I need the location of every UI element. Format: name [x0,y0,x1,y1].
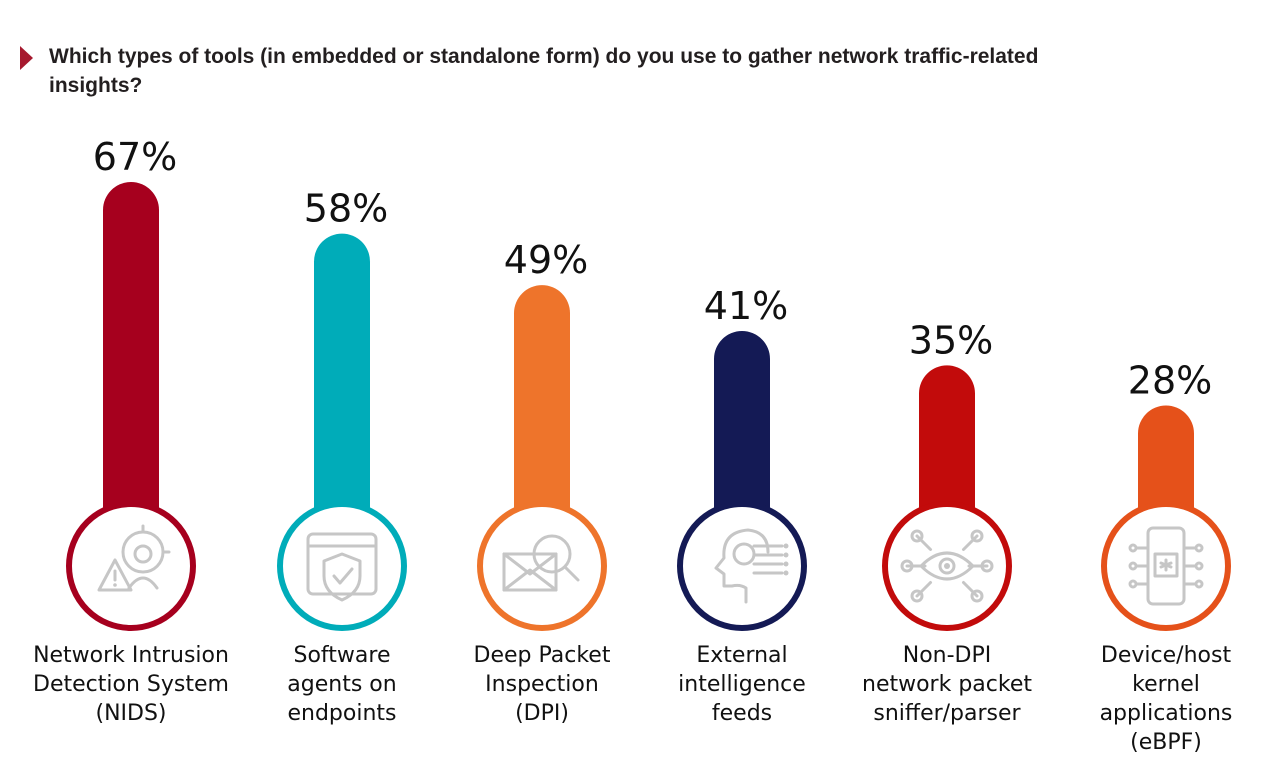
eye-network-icon [900,529,994,603]
category-label-1: Software agents on endpoints [287,643,396,726]
value-label-4: 35% [909,318,993,362]
category-label-3: External intelligence feeds [678,643,806,726]
chip-mobile-icon [1128,526,1204,606]
bar-2 [514,285,570,566]
bar-1 [314,233,370,566]
chart-title: Which types of tools (in embedded or sta… [49,45,1039,97]
value-label-1: 58% [304,187,388,231]
value-label-5: 28% [1128,359,1212,403]
category-label-5: Device/host kernel applications (eBPF) [1100,643,1233,755]
shield-check-icon [306,532,378,602]
category-label-0: Network Intrusion Detection System (NIDS) [33,643,229,726]
intrusion-warning-icon [97,524,171,592]
category-label-4: Non-DPI network packet sniffer/parser [862,643,1032,726]
value-label-2: 49% [504,238,588,282]
bar-0 [103,182,159,566]
chart-title-block: Which types of tools (in embedded or sta… [20,42,1080,100]
bar-ring-1 [277,501,407,631]
title-marker-icon [20,46,33,70]
category-label-2: Deep Packet Inspection (DPI) [474,643,611,726]
head-circuit-icon [714,528,789,604]
bar-ring-0 [66,501,196,631]
value-label-3: 41% [704,284,788,328]
envelope-search-icon [502,534,580,592]
bar-ring-3 [677,501,807,631]
value-label-0: 67% [93,135,177,179]
